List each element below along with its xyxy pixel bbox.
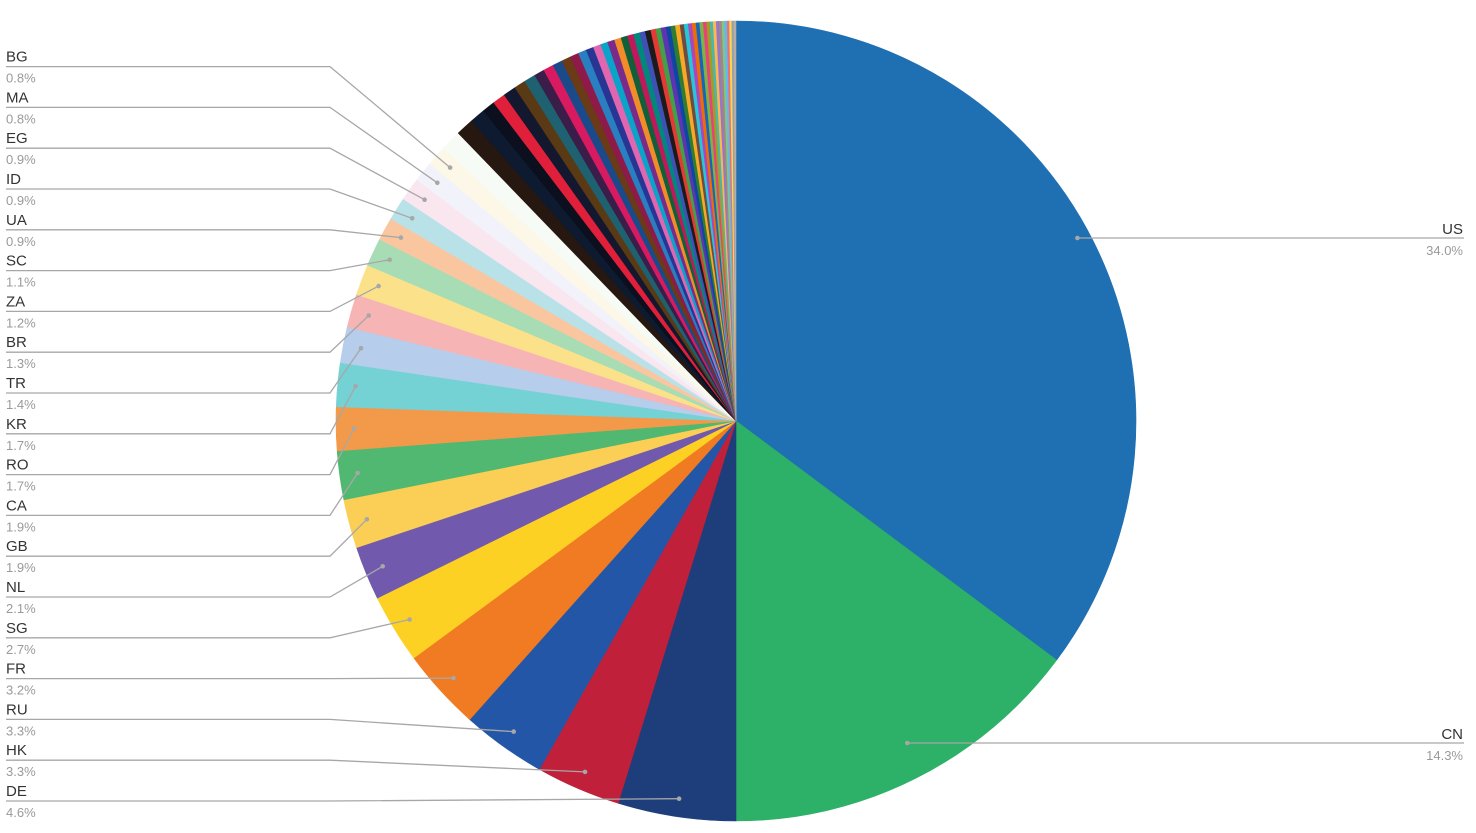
pct-label-id: 0.9% — [6, 193, 36, 208]
pct-label-ca: 1.9% — [6, 519, 36, 534]
leader-line-kr — [6, 385, 357, 435]
leader-dot-br — [366, 313, 372, 318]
leader-line-tr — [6, 347, 362, 394]
pct-label-nl: 2.1% — [6, 601, 36, 616]
label-de: DE — [6, 783, 27, 800]
leader-line-id — [6, 188, 413, 219]
slice-other-47 — [733, 20, 737, 422]
pct-label-ua: 0.9% — [6, 234, 36, 249]
leader-dot-hk — [582, 769, 588, 775]
label-cn: CN — [1441, 726, 1463, 743]
slice-us — [735, 20, 1137, 661]
slice-cn — [735, 420, 1058, 822]
label-tr: TR — [6, 375, 26, 392]
leader-dot-cn — [905, 740, 910, 746]
leader-line-za — [6, 285, 379, 313]
leader-dot-us — [1075, 235, 1080, 241]
label-ro: RO — [6, 457, 29, 474]
leader-line-ro — [6, 428, 355, 476]
label-eg: EG — [6, 130, 28, 147]
pct-label-us: 34.0% — [1426, 243, 1463, 258]
pct-label-hk: 3.3% — [6, 764, 36, 779]
leader-dot-za — [376, 283, 381, 289]
label-sc: SC — [6, 253, 27, 270]
pie-slices — [335, 20, 1137, 822]
leader-dot-eg — [422, 197, 427, 202]
leader-dot-gb — [364, 517, 370, 522]
label-ua: UA — [6, 212, 27, 229]
leader-line-ru — [6, 718, 514, 733]
leader-dot-sc — [387, 257, 393, 263]
pct-label-ma: 0.8% — [6, 111, 36, 126]
leader-line-sc — [6, 259, 390, 272]
pct-label-sc: 1.1% — [6, 275, 36, 290]
label-id: ID — [6, 171, 21, 188]
leader-dot-kr — [353, 384, 358, 389]
pct-label-za: 1.2% — [6, 315, 36, 330]
label-sg: SG — [6, 620, 28, 637]
label-za: ZA — [6, 293, 25, 310]
pct-label-cn: 14.3% — [1426, 748, 1463, 763]
pct-label-tr: 1.4% — [6, 397, 36, 412]
pct-label-kr: 1.7% — [6, 438, 36, 453]
leader-line-gb — [6, 518, 368, 557]
label-hk: HK — [6, 742, 27, 759]
label-ca: CA — [6, 497, 27, 514]
leader-dot-nl — [380, 564, 386, 569]
pct-label-ro: 1.7% — [6, 479, 36, 494]
leader-line-ca — [6, 472, 359, 517]
leader-lines — [6, 65, 1464, 802]
label-kr: KR — [6, 416, 27, 433]
leader-dot-tr — [358, 345, 364, 351]
leader-dot-ro — [351, 426, 357, 431]
leader-line-ma — [6, 106, 438, 184]
leader-dot-id — [409, 216, 415, 221]
label-nl: NL — [6, 579, 25, 596]
label-us: US — [1442, 221, 1463, 238]
leader-line-sg — [6, 618, 410, 639]
pct-label-bg: 0.8% — [6, 71, 36, 86]
leader-line-eg — [6, 147, 425, 201]
leader-line-nl — [6, 565, 384, 598]
pct-label-fr: 3.2% — [6, 683, 36, 698]
leader-line-fr — [6, 677, 454, 680]
pct-label-de: 4.6% — [6, 805, 36, 820]
label-ru: RU — [6, 701, 28, 718]
leader-dot-ru — [511, 729, 516, 734]
leader-dot-fr — [451, 675, 456, 681]
leader-line-br — [6, 315, 370, 353]
pct-label-br: 1.3% — [6, 356, 36, 371]
leader-line-hk — [6, 759, 586, 773]
leader-dot-sg — [407, 617, 412, 622]
leader-dot-de — [676, 796, 682, 801]
label-gb: GB — [6, 538, 28, 555]
label-bg: BG — [6, 49, 28, 66]
pct-label-ru: 3.3% — [6, 723, 36, 738]
slice-labels: US 34.0% CN 14.3% DE 4.6% HK 3.3% RU 3.3% FR 3.2% SG… — [6, 49, 1463, 820]
leader-line-ua — [6, 229, 401, 239]
label-ma: MA — [6, 89, 29, 106]
leader-line-de — [6, 798, 680, 802]
leader-dot-ma — [435, 180, 440, 186]
leader-line-bg — [6, 65, 451, 169]
label-fr: FR — [6, 661, 26, 678]
pct-label-eg: 0.9% — [6, 152, 36, 167]
pct-label-sg: 2.7% — [6, 642, 36, 657]
leader-dot-bg — [447, 165, 453, 170]
label-br: BR — [6, 334, 27, 351]
pct-label-gb: 1.9% — [6, 560, 36, 575]
leader-dot-ca — [355, 470, 360, 476]
leader-dot-ua — [398, 235, 404, 240]
